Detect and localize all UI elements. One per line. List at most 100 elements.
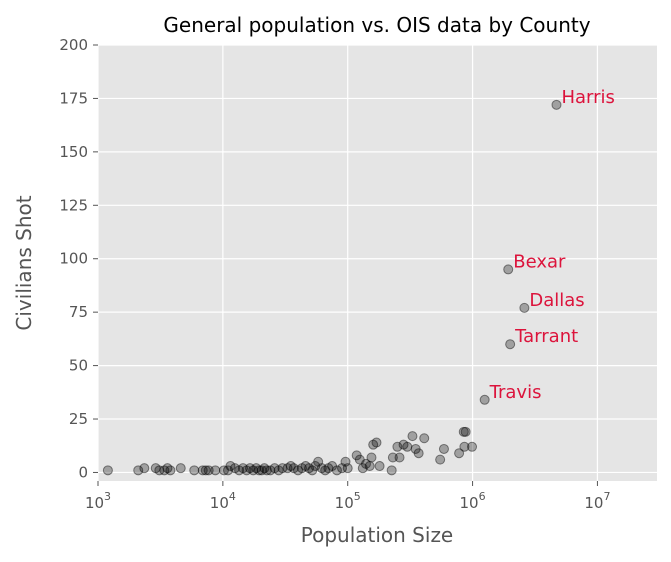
data-point — [316, 463, 327, 474]
data-point — [285, 461, 296, 472]
data-point — [245, 463, 256, 474]
y-tick-label: 125 — [59, 196, 88, 214]
data-point — [162, 463, 173, 474]
y-tick-label: 50 — [69, 357, 88, 375]
data-point — [419, 433, 430, 444]
y-axis-label: Civilians Shot — [12, 195, 36, 330]
data-point — [407, 431, 418, 442]
data-point — [293, 465, 304, 476]
data-point — [503, 264, 514, 275]
annotation-label: Tarrant — [514, 326, 578, 347]
data-point — [454, 448, 465, 459]
data-point — [234, 465, 245, 476]
data-point — [354, 454, 365, 465]
data-point — [386, 465, 397, 476]
annotations: Harris Bexar Dallas Tarrant Travis — [489, 87, 615, 403]
y-tick-label: 0 — [78, 463, 88, 481]
data-point — [203, 465, 214, 476]
data-point — [364, 461, 375, 472]
data-point — [102, 465, 113, 476]
y-tick-label: 200 — [59, 36, 88, 54]
data-point — [256, 465, 267, 476]
data-point — [398, 439, 409, 450]
data-point — [200, 465, 211, 476]
data-point — [519, 302, 530, 313]
data-point — [310, 461, 321, 472]
data-point — [296, 463, 307, 474]
data-point — [505, 339, 516, 350]
data-point — [410, 443, 421, 454]
annotation-label: Bexar — [513, 251, 566, 272]
data-point — [374, 461, 385, 472]
data-point — [327, 461, 338, 472]
data-point — [254, 465, 265, 476]
data-point — [248, 465, 259, 476]
data-point — [165, 465, 176, 476]
x-tick-label: 103 — [85, 490, 111, 512]
data-point — [150, 463, 161, 474]
chart-title: General population vs. OIS data by Count… — [163, 13, 590, 37]
data-point — [340, 456, 351, 467]
data-point — [210, 465, 221, 476]
data-points — [102, 99, 562, 476]
data-point — [175, 463, 186, 474]
data-point — [189, 465, 200, 476]
data-point — [159, 465, 170, 476]
data-point — [223, 465, 234, 476]
annotation-label: Dallas — [529, 290, 584, 311]
data-point — [229, 463, 240, 474]
data-point — [320, 465, 331, 476]
data-point — [307, 465, 318, 476]
x-axis-ticks: 103 104 105 106 107 — [85, 481, 610, 512]
x-tick-label: 107 — [584, 490, 610, 512]
data-point — [460, 426, 471, 437]
data-point — [241, 465, 252, 476]
data-point — [366, 452, 377, 463]
data-point — [551, 99, 562, 110]
data-point — [351, 450, 362, 461]
y-axis-ticks: 0 25 50 75 100 125 150 175 200 — [59, 36, 98, 481]
data-point — [438, 443, 449, 454]
data-point — [313, 456, 324, 467]
data-point — [402, 441, 413, 452]
data-point — [467, 441, 478, 452]
y-tick-label: 175 — [59, 89, 88, 107]
data-point — [154, 465, 165, 476]
x-tick-label: 104 — [210, 490, 236, 512]
data-point — [394, 452, 405, 463]
data-point — [392, 441, 403, 452]
data-point — [360, 458, 371, 469]
grid-lines — [97, 44, 657, 481]
data-point — [458, 426, 469, 437]
data-point — [371, 437, 382, 448]
data-point — [435, 454, 446, 465]
data-point — [277, 463, 288, 474]
data-point — [323, 463, 334, 474]
data-point — [337, 463, 348, 474]
data-point — [368, 439, 379, 450]
data-point — [265, 465, 276, 476]
data-point — [133, 465, 144, 476]
data-point — [282, 463, 293, 474]
data-point — [197, 465, 208, 476]
data-point — [459, 441, 470, 452]
x-axis-label: Population Size — [301, 523, 454, 547]
y-tick-label: 100 — [59, 250, 88, 268]
data-point — [251, 463, 262, 474]
data-point — [238, 463, 249, 474]
data-point — [261, 465, 272, 476]
x-tick-label: 105 — [335, 490, 361, 512]
data-point — [139, 463, 150, 474]
y-tick-label: 150 — [59, 143, 88, 161]
annotation-label: Travis — [489, 382, 542, 403]
data-point — [342, 463, 353, 474]
data-point — [218, 465, 229, 476]
data-point — [273, 465, 284, 476]
data-point — [225, 461, 236, 472]
annotation-label: Harris — [561, 87, 614, 108]
data-point — [357, 463, 368, 474]
plot-background — [98, 45, 657, 481]
data-point — [300, 461, 311, 472]
data-point — [288, 463, 299, 474]
